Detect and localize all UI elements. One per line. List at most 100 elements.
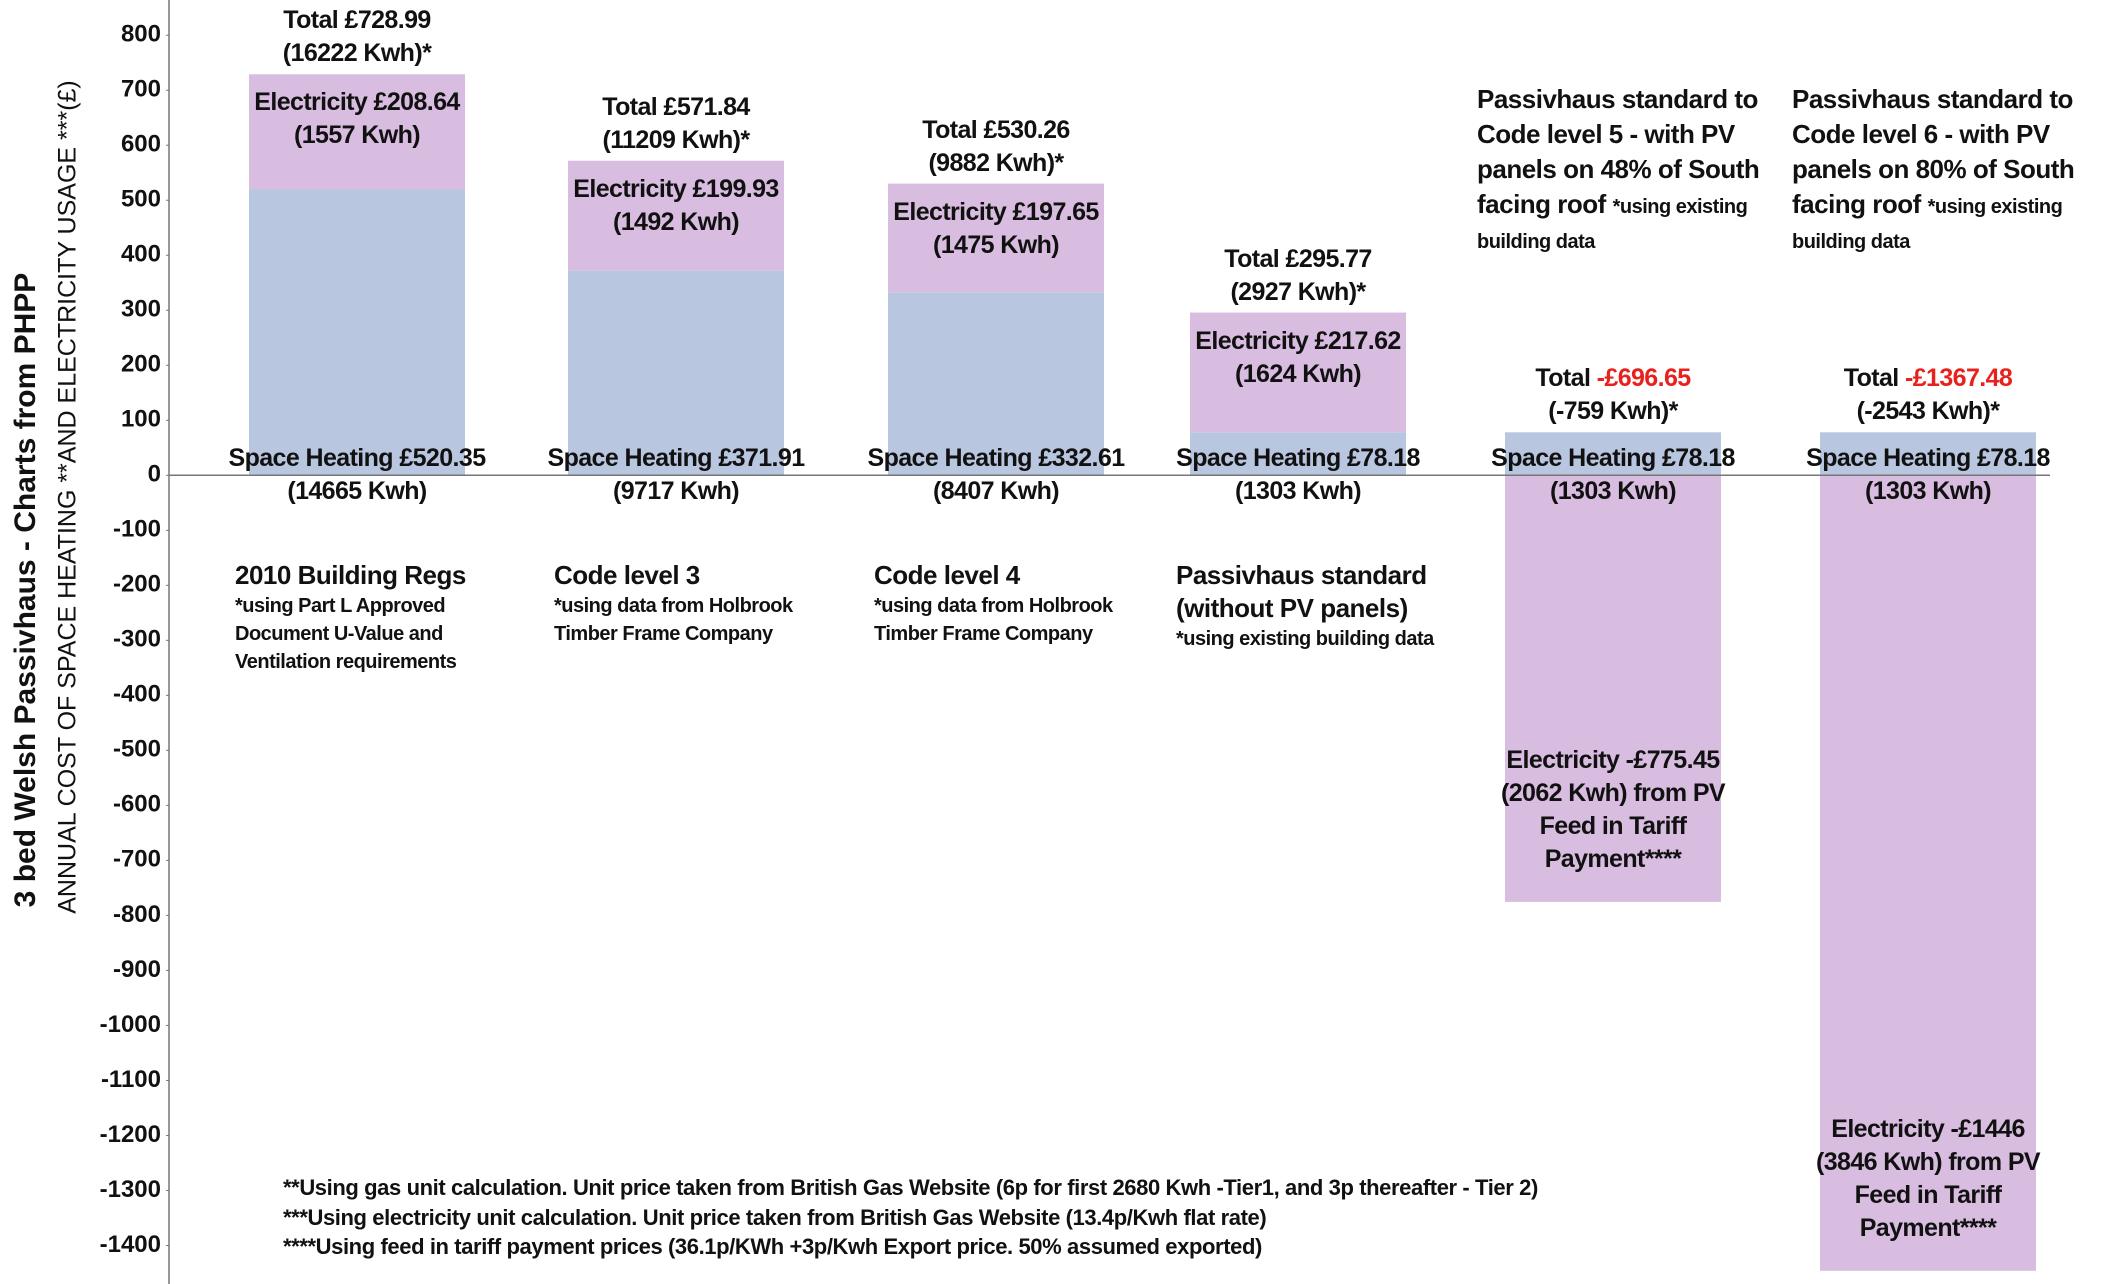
footnote: ***Using electricity unit calculation. U… — [283, 1204, 1267, 1230]
segment-label: Electricity £199.93 (1492 Kwh) — [573, 173, 779, 239]
category-label: Code level 3 *using data from Holbrook Ti… — [554, 559, 844, 648]
segment-kwh-label: (1624 Kwh) — [1235, 359, 1362, 388]
category-label: Passivhaus standard to Code level 5 - wi… — [1477, 82, 1787, 257]
segment-kwh-label: (9717 Kwh) — [613, 477, 740, 506]
total-value: £728.99 — [344, 6, 432, 35]
y-tick-label: 100 — [121, 406, 161, 433]
total-kwh: (9882 Kwh)* — [928, 148, 1064, 177]
total-label: Total £530.26 (9882 Kwh)* — [922, 114, 1070, 180]
bar-segment — [1820, 432, 2036, 476]
total-prefix: Total — [283, 6, 339, 35]
category-label: 2010 Building Regs *using Part L Approved… — [235, 559, 525, 676]
bar-segment — [249, 74, 465, 190]
y-tick-label: 600 — [121, 131, 161, 158]
category-label: Passivhaus standard to Code level 6 - wi… — [1792, 82, 2102, 257]
y-tick-label: -400 — [113, 681, 161, 708]
bar-segment — [1505, 432, 1721, 476]
segment-kwh-label: (14665 Kwh) — [287, 477, 427, 506]
segment-label: Space Heating £78.18 (1303 Kwh) — [1491, 442, 1735, 508]
segment-label: Space Heating £78.18 (1303 Kwh) — [1176, 442, 1420, 508]
total-label: Total -£696.65 (-759 Kwh)* — [1535, 362, 1692, 428]
segment-value-label: Space Heating £78.18 — [1806, 444, 2050, 473]
chart-title: 3 bed Welsh Passivhaus - Charts from PHP… — [9, 272, 42, 908]
segment-kwh-label: (1492 Kwh) — [613, 207, 740, 236]
category-label: Code level 4 *using data from Holbrook Ti… — [874, 559, 1164, 648]
y-tick-label: -1000 — [100, 1011, 161, 1038]
segment-label: Space Heating £371.91 (9717 Kwh) — [547, 442, 806, 508]
y-tick-label: -100 — [113, 516, 161, 543]
segment-label: Space Heating £332.61 (8407 Kwh) — [868, 442, 1126, 508]
y-tick-label: -1100 — [101, 1066, 161, 1093]
segment-label: Electricity £208.64 (1557 Kwh) — [254, 86, 460, 152]
y-tick-label: -1200 — [100, 1121, 161, 1148]
bar-segment — [568, 270, 784, 476]
y-tick-label: -900 — [113, 956, 161, 983]
y-tick-label: 800 — [121, 21, 161, 48]
bar-segment — [1820, 475, 2036, 1271]
segment-value-label: Space Heating £520.35 — [228, 444, 487, 473]
total-kwh: (-2543 Kwh)* — [1856, 397, 2000, 426]
bar-segment — [1505, 475, 1721, 902]
category-title: Passivhaus standard (without PV panels) — [1176, 560, 1427, 624]
segment-value-label: Electricity -£775.45 — [1506, 745, 1720, 774]
bar-segment — [888, 292, 1104, 476]
total-line: Total £295.77 — [1224, 243, 1372, 276]
category-label: Passivhaus standard (without PV panels) *… — [1176, 559, 1466, 653]
bar-segment — [888, 183, 1104, 293]
segment-label: Electricity -£775.45 (2062 Kwh) from PV F… — [1488, 744, 1738, 876]
total-value: -£696.65 — [1596, 364, 1692, 393]
y-tick-label: 200 — [121, 351, 161, 378]
y-tick-label: -1400 — [100, 1231, 161, 1258]
segment-value-label: Space Heating £371.91 — [547, 444, 806, 473]
y-tick-label: 300 — [121, 296, 161, 323]
segment-kwh-label: (1303 Kwh) — [1865, 477, 1992, 506]
segment-label: Space Heating £520.35 (14665 Kwh) — [228, 442, 487, 508]
segment-value-label: Electricity £197.65 — [893, 197, 1099, 226]
segment-value-label: Electricity -£1446 — [1831, 1114, 2025, 1143]
total-kwh: (11209 Kwh)* — [602, 125, 750, 154]
segment-kwh-label: (8407 Kwh) — [933, 477, 1060, 506]
total-label: Total -£1367.48 (-2543 Kwh)* — [1844, 362, 2013, 428]
total-label: Total £295.77 (2927 Kwh)* — [1224, 243, 1372, 309]
total-prefix: Total — [602, 92, 658, 121]
total-prefix: Total — [1224, 244, 1280, 273]
y-tick-label: 700 — [121, 76, 161, 103]
segment-kwh-label: (1303 Kwh) — [1235, 477, 1362, 506]
footnote: **Using gas unit calculation. Unit price… — [283, 1175, 1538, 1200]
segment-label: Electricity -£1446 (3846 Kwh) from PV Fee… — [1803, 1113, 2053, 1245]
segment-label: Space Heating £78.18 (1303 Kwh) — [1806, 442, 2050, 508]
total-kwh: (-759 Kwh)* — [1548, 397, 1678, 426]
bar-segment — [568, 160, 784, 271]
category-note: *using existing building data — [1477, 196, 1748, 253]
segment-value-label: Electricity £217.62 — [1195, 326, 1401, 355]
total-line: Total -£1367.48 — [1844, 362, 2013, 395]
total-line: Total £530.26 — [922, 114, 1070, 147]
y-tick-label: -500 — [113, 736, 161, 763]
bar-segment — [249, 189, 465, 476]
total-kwh: (2927 Kwh)* — [1230, 277, 1366, 306]
y-tick-label: -800 — [113, 901, 161, 928]
category-title: Code level 4 — [874, 560, 1020, 591]
category-note: *using data from Holbrook Timber Frame C… — [554, 595, 793, 646]
segment-kwh-label: (3846 Kwh) from PV Feed in Tariff Paymen… — [1816, 1147, 2041, 1242]
y-axis-label: ANNUAL COST OF SPACE HEATING **AND ELECT… — [53, 80, 82, 914]
y-tick-label: -1300 — [100, 1176, 161, 1203]
y-tick-label: -700 — [113, 846, 161, 873]
category-note: *using Part L Approved Document U-Value … — [235, 595, 457, 674]
y-tick-label: -300 — [113, 626, 161, 653]
category-title: Passivhaus standard to Code level 5 - wi… — [1477, 84, 1760, 219]
bar-segment — [1190, 312, 1406, 433]
total-line: Total £728.99 — [283, 4, 431, 37]
segment-kwh-label: (1475 Kwh) — [933, 230, 1060, 259]
total-line: Total £571.84 — [602, 91, 750, 124]
segment-kwh-label: (1303 Kwh) — [1550, 477, 1677, 506]
footnotes: **Using gas unit calculation. Unit price… — [283, 1173, 1538, 1262]
category-title: Passivhaus standard to Code level 6 - wi… — [1792, 84, 2075, 219]
y-tick-label: 0 — [148, 461, 161, 488]
y-tick-label: 500 — [121, 186, 161, 213]
category-note: *using existing building data — [1176, 628, 1434, 651]
category-title: 2010 Building Regs — [235, 560, 466, 591]
segment-kwh-label: (1557 Kwh) — [294, 121, 421, 150]
